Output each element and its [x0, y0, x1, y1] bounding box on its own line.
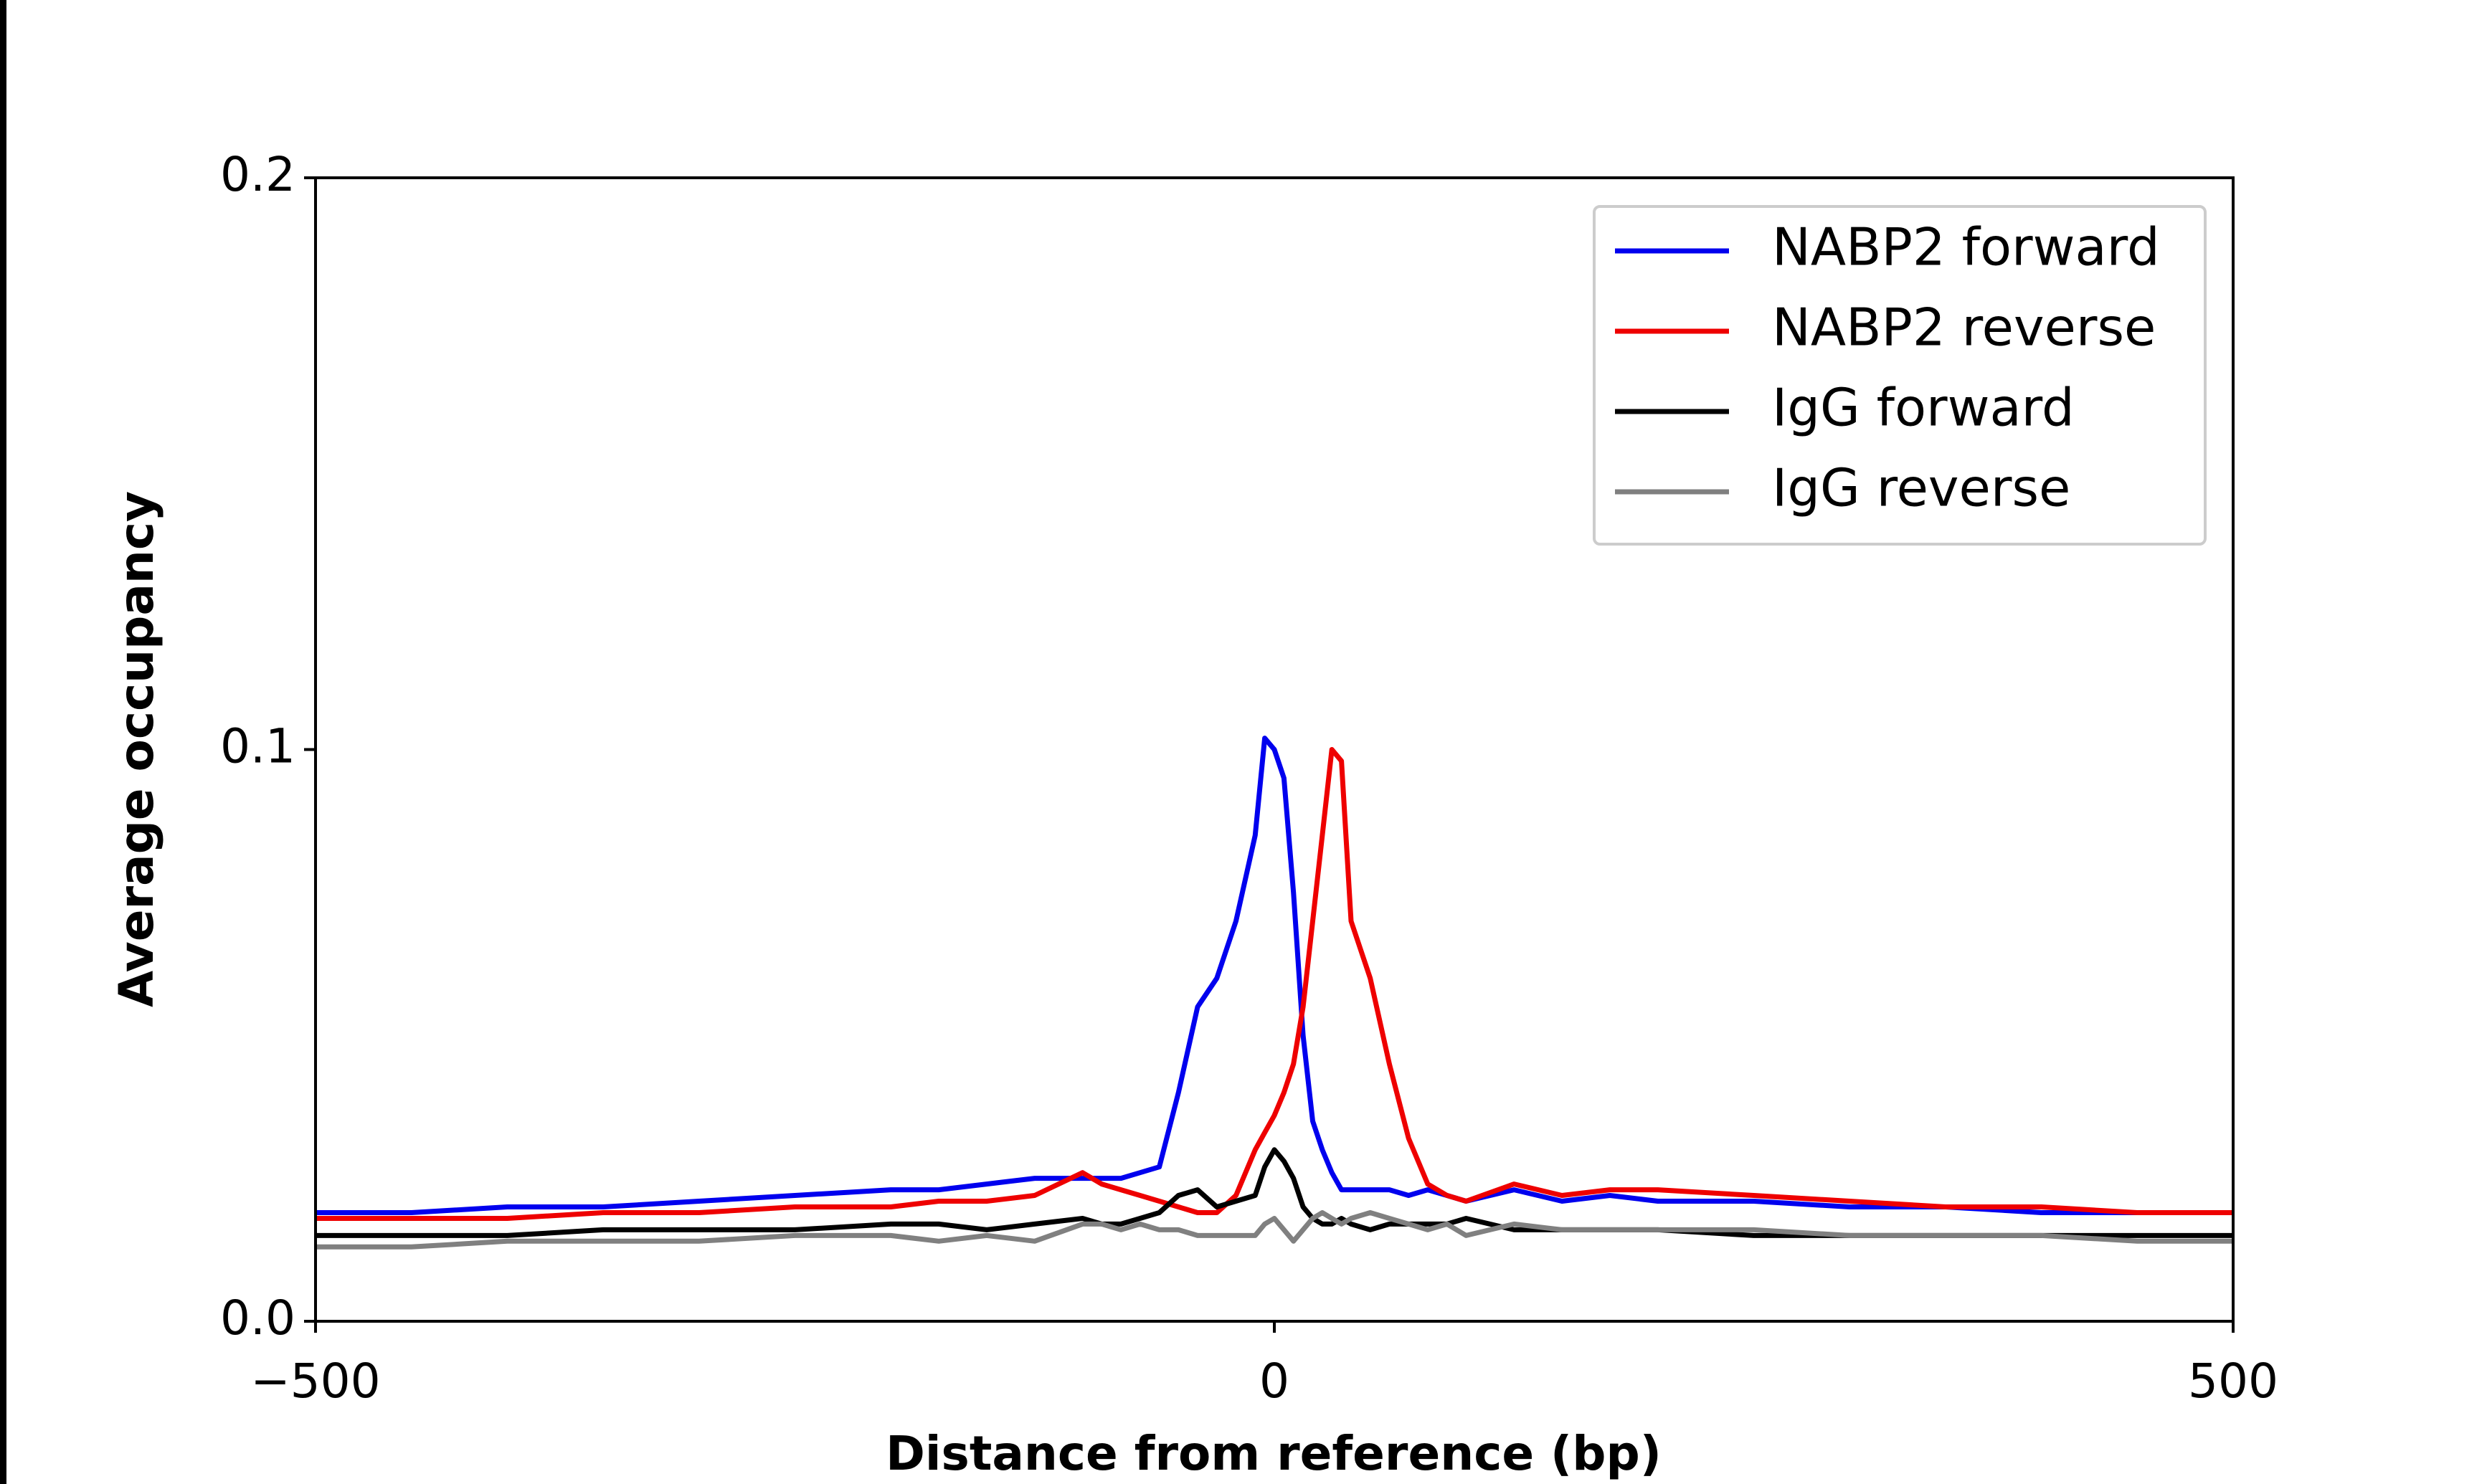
legend-box: [1593, 205, 2207, 546]
y-tick-label: 0.1: [220, 719, 295, 774]
series-line: [316, 736, 2233, 1215]
series-line: [316, 747, 2233, 1221]
series-line: [316, 1147, 2233, 1238]
legend-label: IgG reverse: [1772, 458, 2070, 518]
x-tick-label: −500: [250, 1354, 380, 1409]
y-axis-label: Average occupancy: [109, 491, 164, 1007]
legend-label: NABP2 reverse: [1772, 298, 2156, 358]
legend-label: IgG forward: [1772, 378, 2075, 438]
x-tick-label: 0: [1259, 1354, 1289, 1409]
x-axis-label: Distance from reference (bp): [886, 1426, 1662, 1481]
legend-label: NABP2 forward: [1772, 217, 2160, 277]
y-tick-label: 0.0: [220, 1290, 295, 1346]
edge-border: [0, 0, 6, 1484]
y-tick-label: 0.2: [220, 147, 295, 202]
series-line: [316, 1210, 2233, 1250]
x-tick-label: 500: [2188, 1354, 2278, 1409]
plot-frame: [314, 176, 2235, 1323]
